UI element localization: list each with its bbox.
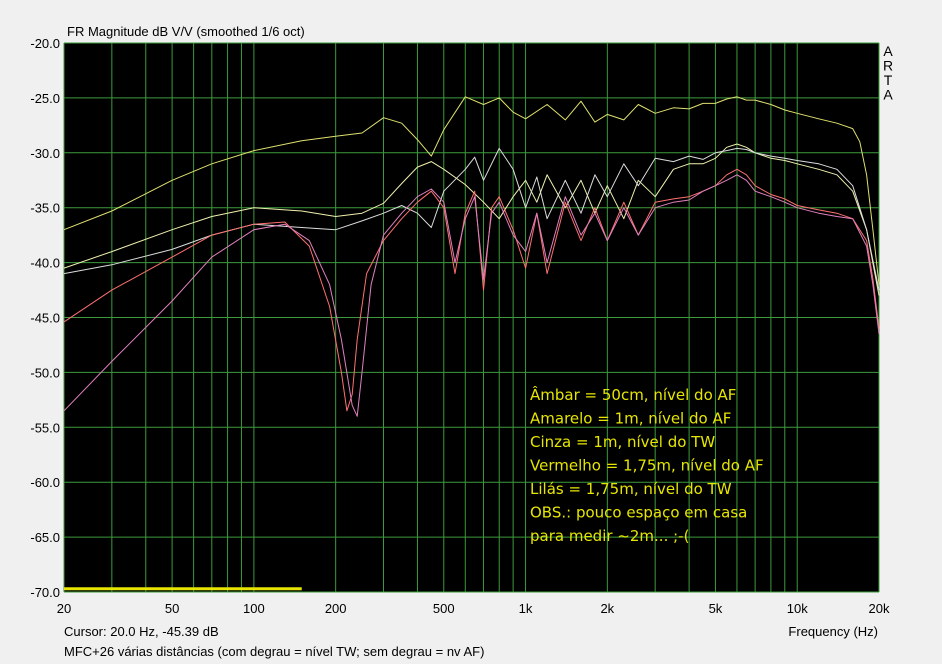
arta-letter: T: [884, 72, 893, 88]
annotation-line: Amarelo = 1m, nível do AF: [530, 410, 731, 428]
y-tick-label: -40.0: [30, 256, 60, 271]
x-tick-label: 2k: [600, 601, 614, 616]
y-tick-label: -55.0: [30, 420, 60, 435]
series-line-5: [63, 174, 880, 417]
series-line-4: [63, 168, 880, 412]
series-line-3: [63, 147, 880, 291]
arta-letter: A: [883, 43, 893, 59]
x-tick-label: 20k: [869, 601, 890, 616]
arta-letter: A: [883, 87, 893, 103]
cursor-readout: Cursor: 20.0 Hz, -45.39 dB: [64, 624, 219, 639]
annotation-line: Âmbar = 50cm, nível do AF: [530, 385, 736, 404]
annotation-line: Lilás = 1,75m, nível do TW: [530, 480, 732, 498]
annotation-line: para medir ~2m... ;-(: [530, 527, 689, 545]
y-tick-label: -45.0: [30, 311, 60, 326]
arta-letter: R: [883, 58, 893, 74]
x-tick-label: 10k: [787, 601, 808, 616]
y-tick-label: -65.0: [30, 530, 60, 545]
annotation-line: Cinza = 1m, nível do TW: [530, 433, 715, 451]
x-tick-label: 20: [57, 601, 71, 616]
x-tick-label: 50: [165, 601, 179, 616]
x-tick-label: 100: [243, 601, 265, 616]
y-tick-label: -30.0: [30, 146, 60, 161]
y-tick-label: -35.0: [30, 201, 60, 216]
y-tick-labels: -20.0 -25.0 -30.0 -35.0 -40.0 -45.0 -50.0 -55.0…: [30, 36, 60, 600]
y-tick-label: -50.0: [30, 365, 60, 380]
series-line-2: [63, 143, 880, 296]
x-tick-label: 1k: [519, 601, 533, 616]
annotation-line: Vermelho = 1,75m, nível do AF: [530, 457, 764, 475]
grid-lines: [63, 42, 880, 593]
y-tick-label: -60.0: [30, 475, 60, 490]
x-tick-label: 5k: [709, 601, 723, 616]
x-axis-label: Frequency (Hz): [788, 624, 878, 639]
annotation-line: OBS.: pouco espaço em casa: [530, 504, 747, 522]
y-tick-label: -25.0: [30, 91, 60, 106]
y-tick-label: -70.0: [30, 585, 60, 600]
chart-title: FR Magnitude dB V/V (smoothed 1/6 oct): [67, 24, 305, 39]
x-tick-label: 500: [433, 601, 455, 616]
annotation-block: Âmbar = 50cm, nível do AF Amarelo = 1m, n…: [530, 385, 764, 545]
series-lines: [63, 96, 880, 417]
footer-note: MFC+26 várias distâncias (com degrau = n…: [64, 644, 484, 659]
series-line-1: [63, 96, 880, 285]
x-tick-labels: 20 50 100 200 500 1k 2k 5k 10k 20k: [57, 601, 890, 616]
y-tick-label: -20.0: [30, 36, 60, 51]
x-tick-label: 200: [325, 601, 347, 616]
